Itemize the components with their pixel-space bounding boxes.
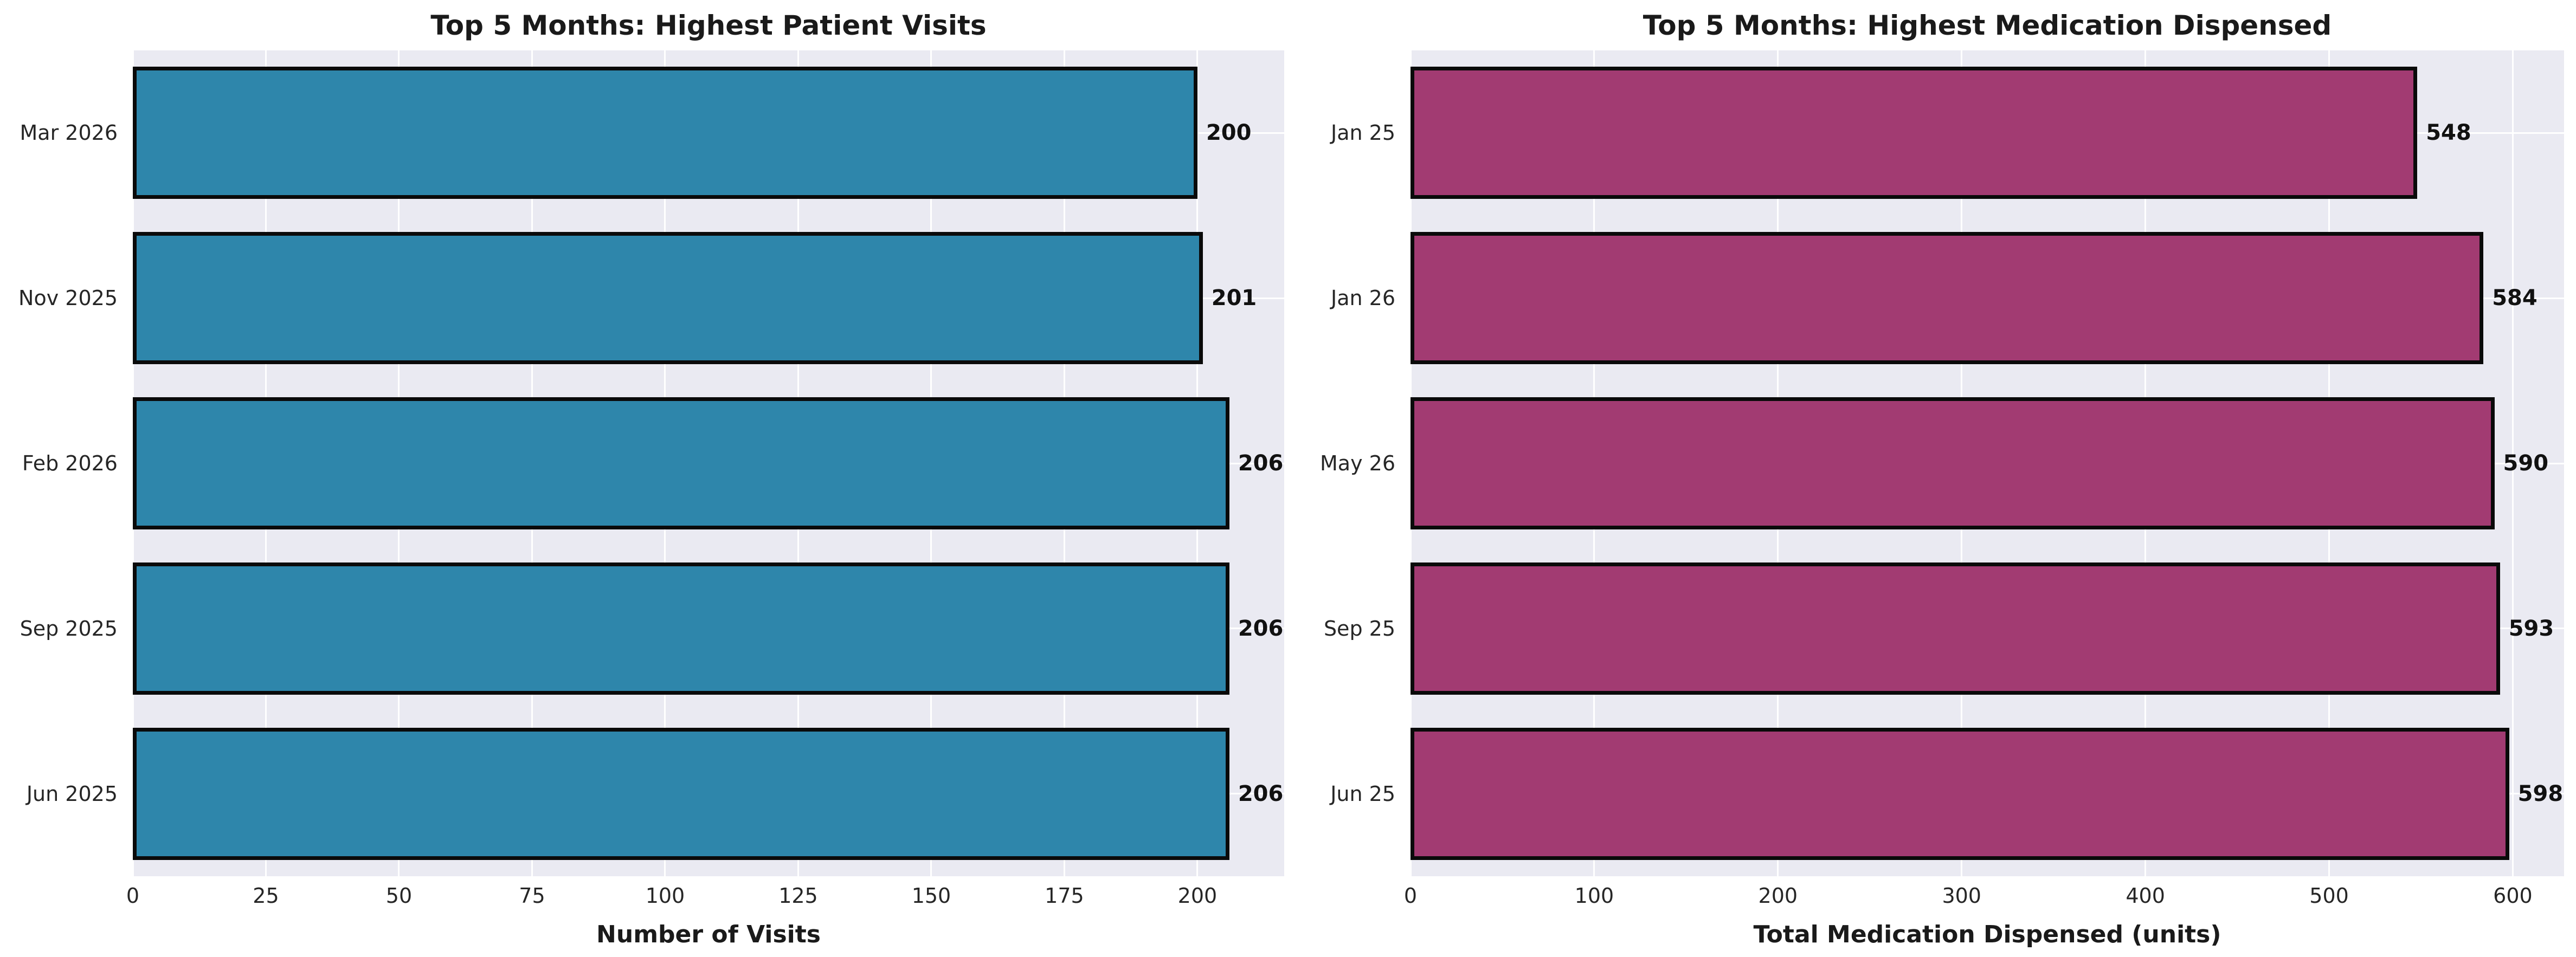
x-tick-label: 75 bbox=[519, 884, 545, 908]
x-axis-label: Total Medication Dispensed (units) bbox=[1753, 921, 2221, 948]
bar-value-label: 593 bbox=[2508, 616, 2554, 641]
x-tick-label: 0 bbox=[1403, 884, 1418, 908]
bar-feb-2026 bbox=[133, 397, 1229, 529]
bar-value-label: 206 bbox=[1238, 781, 1284, 806]
x-tick-label: 300 bbox=[1942, 884, 1981, 908]
x-tick-label: 100 bbox=[645, 884, 685, 908]
y-tick-label: Jun 2025 bbox=[26, 781, 118, 806]
y-tick-label: Sep 2025 bbox=[20, 616, 118, 641]
chart-title: Top 5 Months: Highest Medication Dispens… bbox=[1643, 10, 2332, 41]
patient-visits-chart: Top 5 Months: Highest Patient Visits Num… bbox=[18, 10, 1284, 948]
bar-jun-25 bbox=[1411, 727, 2509, 860]
x-tick-label: 175 bbox=[1045, 884, 1084, 908]
bar-value-label: 201 bbox=[1211, 286, 1257, 311]
y-tick-label: May 26 bbox=[1320, 451, 1395, 475]
y-tick-label: Jan 26 bbox=[1330, 286, 1395, 311]
x-tick-label: 25 bbox=[253, 884, 279, 908]
x-tick-label: 200 bbox=[1177, 884, 1218, 908]
bar-nov-2025 bbox=[133, 232, 1203, 365]
x-tick-label: 50 bbox=[385, 884, 413, 908]
x-tick-label: 150 bbox=[911, 884, 951, 908]
x-axis-label: Number of Visits bbox=[596, 921, 821, 948]
bar-mar-2026 bbox=[133, 67, 1197, 199]
bar-sep-25 bbox=[1411, 562, 2500, 695]
bar-jan-25 bbox=[1411, 67, 2418, 199]
bar-may-26 bbox=[1411, 397, 2495, 529]
x-tick-label: 500 bbox=[2309, 884, 2349, 908]
bar-value-label: 598 bbox=[2517, 781, 2564, 806]
bar-value-label: 200 bbox=[1206, 120, 1252, 146]
y-tick-label: Mar 2026 bbox=[20, 121, 118, 145]
x-tick-label: 400 bbox=[2126, 884, 2165, 908]
medication-dispensed-chart: Top 5 Months: Highest Medication Dispens… bbox=[1288, 0, 2576, 957]
bar-value-label: 584 bbox=[2492, 286, 2538, 311]
y-tick-label: Jun 25 bbox=[1330, 781, 1395, 806]
x-tick-label: 100 bbox=[1574, 884, 1614, 908]
bar-value-label: 206 bbox=[1238, 451, 1284, 476]
y-tick-label: Nov 2025 bbox=[18, 286, 118, 311]
chart-title: Top 5 Months: Highest Patient Visits bbox=[430, 10, 987, 41]
bar-value-label: 206 bbox=[1238, 616, 1284, 641]
y-tick-label: Jan 25 bbox=[1330, 121, 1395, 145]
y-tick-label: Sep 25 bbox=[1323, 616, 1395, 641]
x-tick-label: 125 bbox=[778, 884, 818, 908]
bar-sep-2025 bbox=[133, 562, 1229, 695]
x-tick-label: 0 bbox=[126, 884, 140, 908]
y-tick-label: Feb 2026 bbox=[22, 451, 118, 475]
x-tick-label: 200 bbox=[1758, 884, 1798, 908]
bar-jun-2025 bbox=[133, 727, 1229, 860]
bar-value-label: 590 bbox=[2503, 451, 2549, 476]
x-tick-label: 600 bbox=[2493, 884, 2533, 908]
bar-value-label: 548 bbox=[2426, 120, 2471, 146]
bar-jan-26 bbox=[1411, 232, 2484, 365]
